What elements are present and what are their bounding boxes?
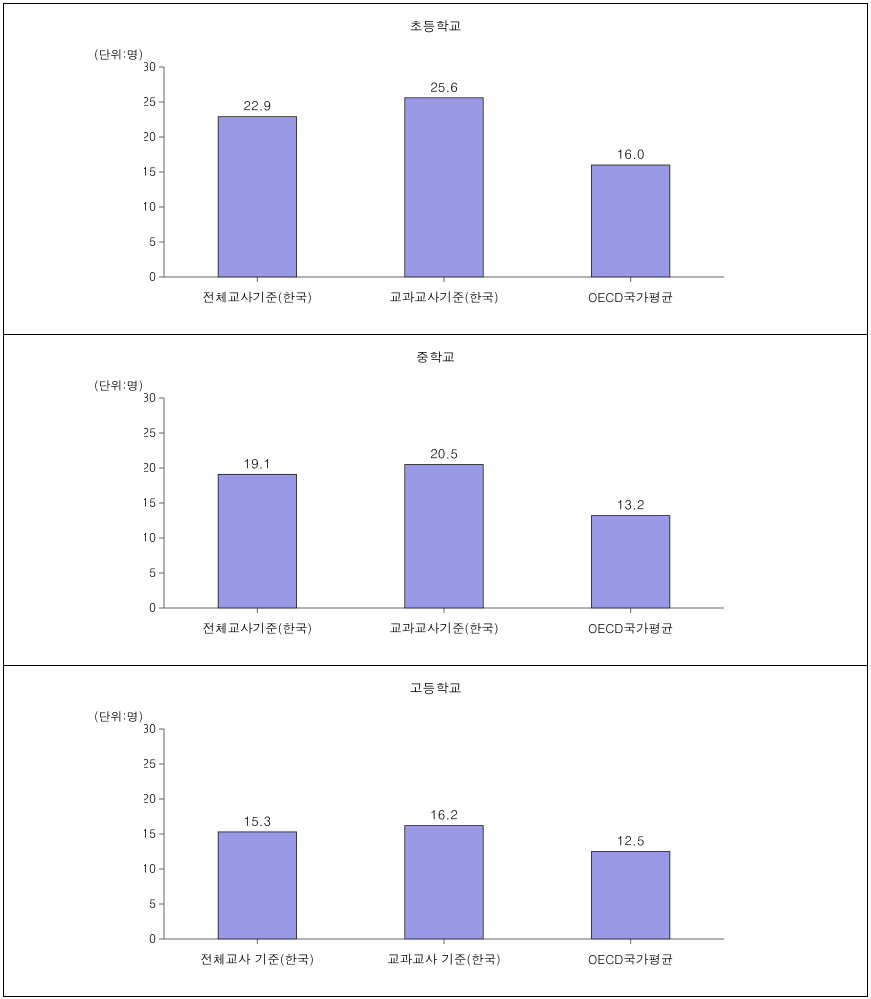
svg-text:0: 0 xyxy=(149,268,156,282)
bar-2 xyxy=(591,516,669,608)
svg-text:0: 0 xyxy=(149,599,156,613)
svg-text:0: 0 xyxy=(149,930,156,944)
category-label: 전체교사기준(한국) xyxy=(164,288,351,306)
bar-value-label: 16.0 xyxy=(617,144,645,163)
chart-stack: 초등학교 (단위:명) 0 5 10 15 20 25 30 22.9 25.6 16.0 전체교사기준… xyxy=(3,3,868,997)
category-labels: 전체교사 기준(한국)교과교사 기준(한국)OECD국가평균 xyxy=(164,950,724,968)
y-unit-label: (단위:명) xyxy=(94,46,143,63)
category-label: 교과교사기준(한국) xyxy=(351,619,538,637)
y-unit-label: (단위:명) xyxy=(94,708,143,725)
svg-text:15: 15 xyxy=(144,494,156,511)
svg-text:20: 20 xyxy=(144,459,156,476)
category-label: OECD국가평균 xyxy=(537,288,724,306)
svg-text:20: 20 xyxy=(144,790,156,807)
chart-panel-0: 초등학교 (단위:명) 0 5 10 15 20 25 30 22.9 25.6 16.0 전체교사기준… xyxy=(4,4,867,335)
svg-text:5: 5 xyxy=(149,233,156,250)
bar-2 xyxy=(591,852,669,940)
chart-plot: 0 5 10 15 20 25 30 19.1 20.5 13.2 xyxy=(144,393,744,613)
chart-title: 초등학교 xyxy=(4,4,867,35)
svg-text:25: 25 xyxy=(144,755,156,772)
bar-value-label: 15.3 xyxy=(244,811,272,830)
bar-0 xyxy=(218,117,296,277)
bar-value-label: 25.6 xyxy=(430,77,458,96)
bar-value-label: 22.9 xyxy=(244,96,272,115)
svg-text:15: 15 xyxy=(144,163,156,180)
svg-text:20: 20 xyxy=(144,128,156,145)
category-label: OECD국가평균 xyxy=(537,950,724,968)
svg-text:30: 30 xyxy=(144,62,156,75)
category-labels: 전체교사기준(한국)교과교사기준(한국)OECD국가평균 xyxy=(164,619,724,637)
svg-text:30: 30 xyxy=(144,724,156,737)
chart-title: 고등학교 xyxy=(4,666,867,697)
svg-text:25: 25 xyxy=(144,93,156,110)
chart-panel-2: 고등학교 (단위:명) 0 5 10 15 20 25 30 15.3 16.2 12.5 전체교사 기… xyxy=(4,666,867,997)
bar-value-label: 19.1 xyxy=(244,453,272,472)
chart-title: 중학교 xyxy=(4,335,867,366)
svg-text:5: 5 xyxy=(149,564,156,581)
bar-1 xyxy=(405,98,483,277)
bar-value-label: 13.2 xyxy=(617,495,645,514)
svg-text:25: 25 xyxy=(144,424,156,441)
category-labels: 전체교사기준(한국)교과교사기준(한국)OECD국가평균 xyxy=(164,288,724,306)
bar-value-label: 12.5 xyxy=(617,831,645,850)
bar-value-label: 16.2 xyxy=(430,805,458,824)
chart-panel-1: 중학교 (단위:명) 0 5 10 15 20 25 30 19.1 20.5 13.2 전체교사기준(… xyxy=(4,335,867,666)
svg-text:10: 10 xyxy=(144,860,156,877)
svg-text:10: 10 xyxy=(144,529,156,546)
bar-0 xyxy=(218,474,296,608)
category-label: 교과교사기준(한국) xyxy=(351,288,538,306)
svg-text:5: 5 xyxy=(149,895,156,912)
svg-text:15: 15 xyxy=(144,825,156,842)
chart-plot: 0 5 10 15 20 25 30 22.9 25.6 16.0 xyxy=(144,62,744,282)
bar-1 xyxy=(405,826,483,939)
category-label: OECD국가평균 xyxy=(537,619,724,637)
bar-0 xyxy=(218,832,296,939)
category-label: 교과교사 기준(한국) xyxy=(351,950,538,968)
category-label: 전체교사기준(한국) xyxy=(164,619,351,637)
category-label: 전체교사 기준(한국) xyxy=(164,950,351,968)
bar-1 xyxy=(405,465,483,609)
svg-text:10: 10 xyxy=(144,198,156,215)
bar-value-label: 20.5 xyxy=(430,444,458,463)
svg-text:30: 30 xyxy=(144,393,156,406)
y-unit-label: (단위:명) xyxy=(94,377,143,394)
bar-2 xyxy=(591,165,669,277)
chart-plot: 0 5 10 15 20 25 30 15.3 16.2 12.5 xyxy=(144,724,744,944)
